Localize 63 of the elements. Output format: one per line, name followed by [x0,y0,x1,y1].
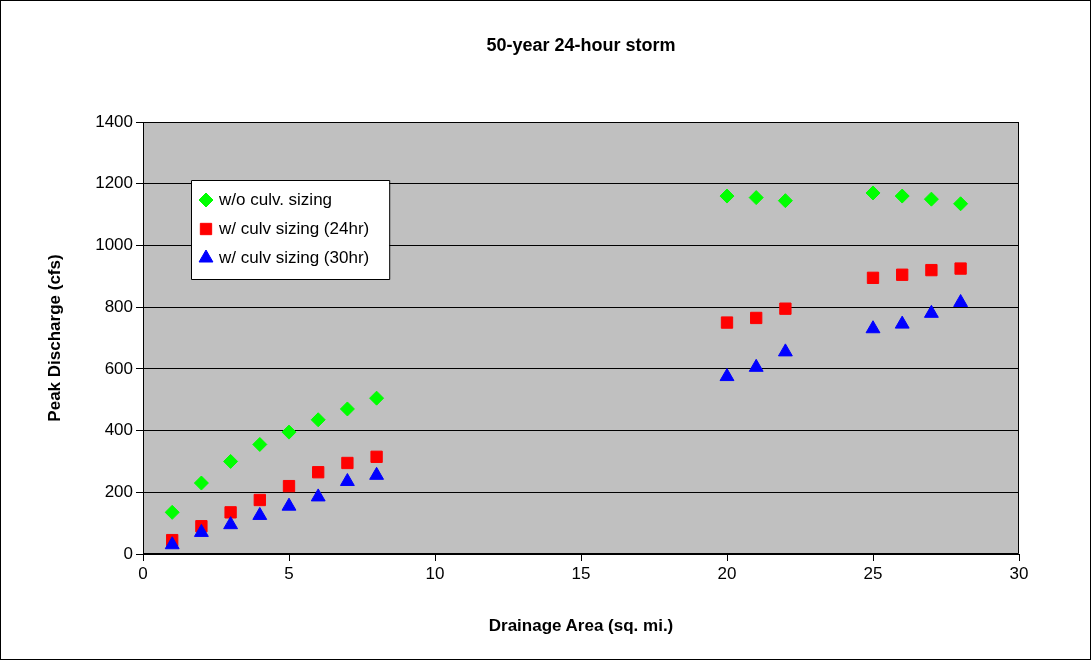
point [896,268,909,281]
point [894,315,910,329]
legend-label: w/ culv sizing (24hr) [218,218,370,238]
x-tick-label: 25 [863,563,883,583]
y-tick-label: 200 [104,481,133,501]
point [341,456,354,470]
point [223,453,239,469]
point [720,316,734,329]
y-tick-label: 1200 [95,173,133,193]
point [750,311,763,325]
point [953,294,969,308]
point [748,358,764,372]
point [224,506,237,519]
point [719,368,735,382]
y-tick-label: 1400 [95,111,133,131]
legend-label: w/o culv. sizing [218,189,333,209]
y-tick-label: 1000 [95,235,133,255]
point [779,302,792,315]
point [339,472,355,486]
point [865,185,881,201]
y-tick-label: 600 [104,358,133,378]
point [719,188,735,204]
point [252,506,268,520]
x-axis-title: Drainage Area (sq. mi.) [488,616,674,636]
point [370,450,383,463]
x-tick-label: 30 [1009,563,1029,583]
point [253,493,266,507]
point [310,488,326,502]
y-tick-label: 400 [104,420,133,440]
point [282,479,296,493]
point [193,523,209,537]
point [223,516,239,530]
x-tick-label: 10 [425,563,445,583]
y-tick-label: 800 [104,296,133,316]
point [954,262,967,275]
point [164,504,180,520]
chart-title: 50-year 24-hour storm [486,34,676,55]
point [281,424,297,440]
point [866,271,880,284]
point [777,193,793,209]
point [953,196,969,212]
y-tick-label: 0 [123,543,133,563]
x-tick-label: 20 [717,563,737,583]
x-tick-label: 5 [284,563,294,583]
point [369,466,385,480]
x-tick-label: 15 [571,563,591,583]
point [923,191,939,207]
point [777,343,793,357]
y-axis-title: Peak Discharge (cfs) [44,254,64,422]
point [193,475,209,491]
point [925,263,938,277]
x-tick-label: 0 [138,563,148,583]
point [748,190,764,206]
point [252,436,268,452]
point [894,188,910,204]
point [310,412,326,428]
point [865,320,881,334]
point [312,466,325,479]
point [281,497,297,511]
point [339,401,355,417]
legend-label: w/ culv sizing (30hr) [218,247,370,267]
point [369,390,385,406]
point [923,304,939,318]
